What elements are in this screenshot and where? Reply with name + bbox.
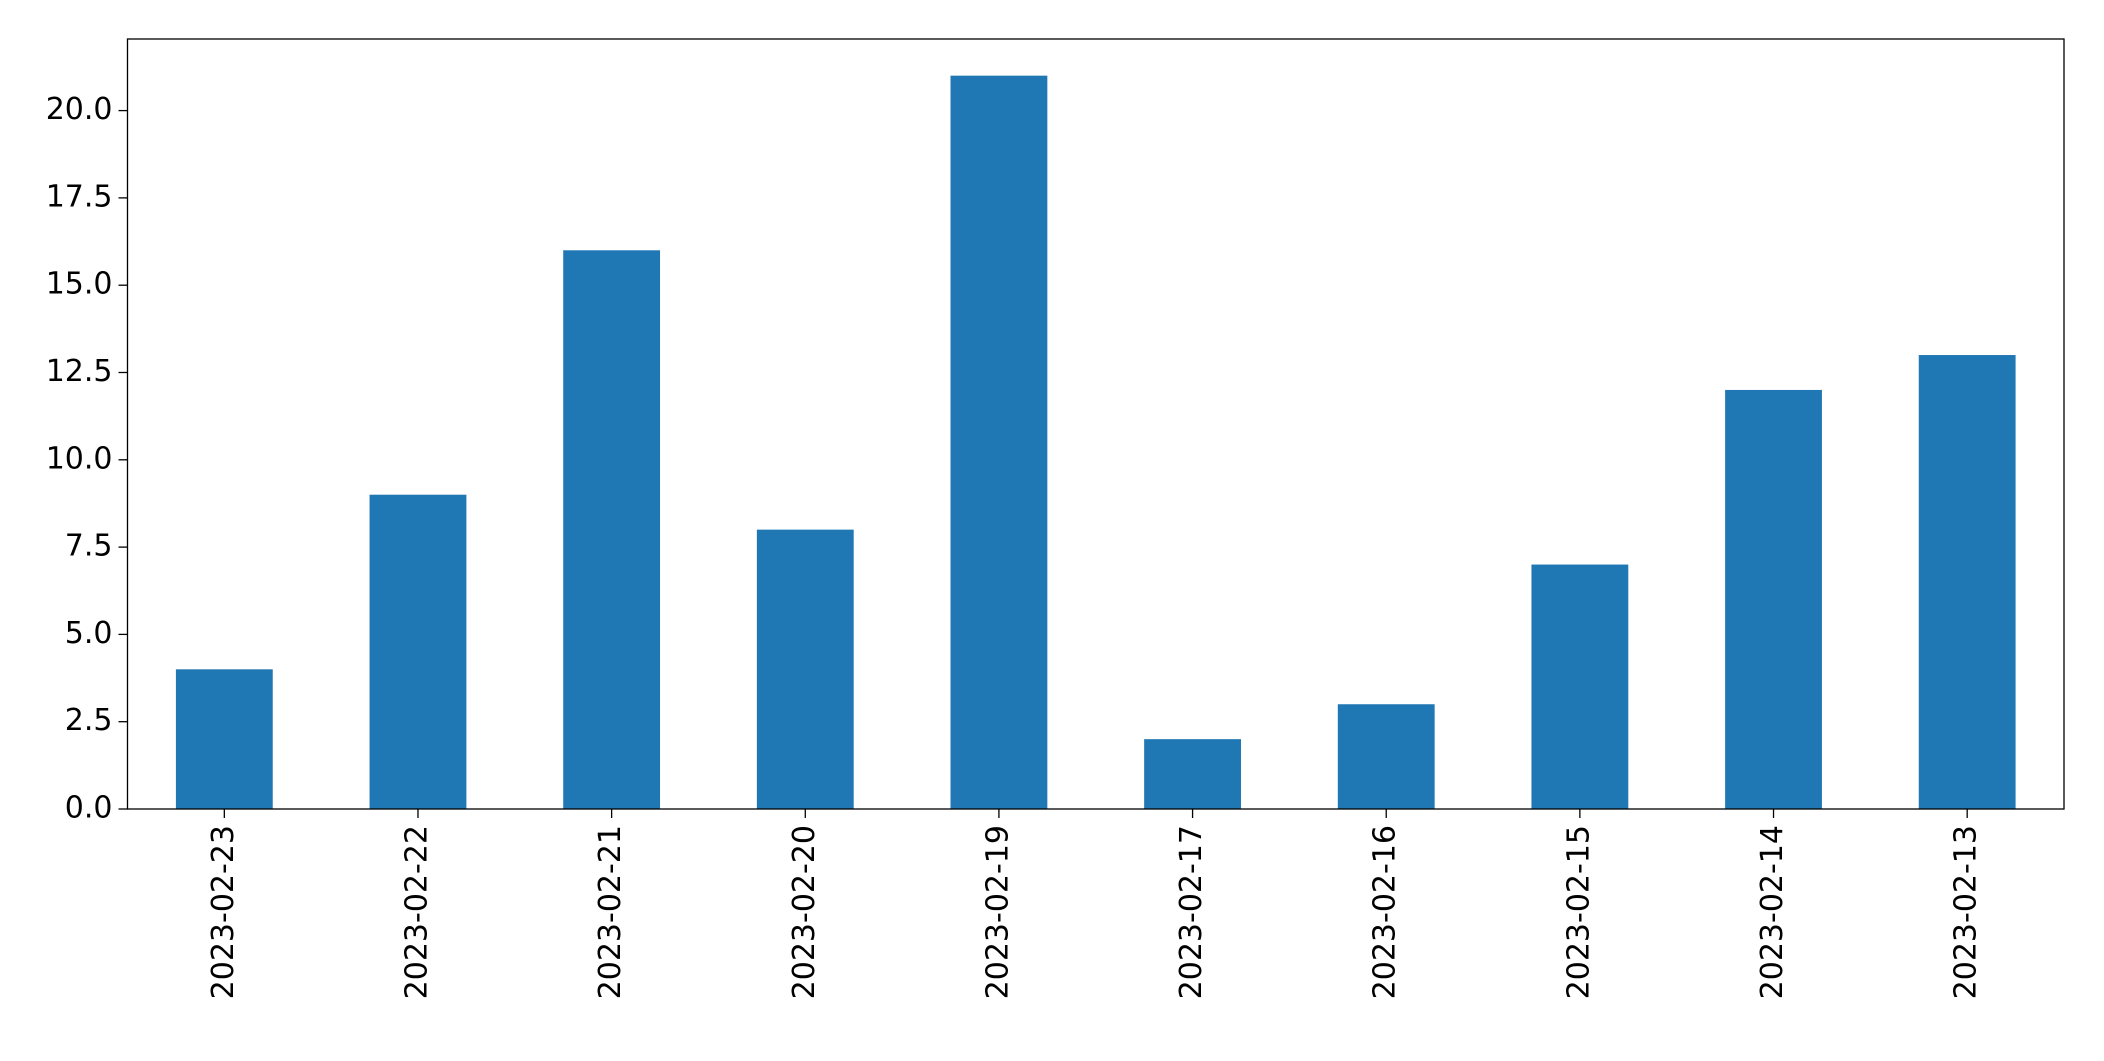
bar (756, 529, 854, 809)
x-tick-label: 2023-02-14 (1755, 825, 1790, 999)
x-tick-label: 2023-02-13 (1949, 825, 1984, 999)
x-tick-label: 2023-02-21 (593, 825, 628, 999)
x-tick-label: 2023-02-16 (1368, 825, 1403, 999)
bar (175, 669, 273, 809)
y-tick-label: 15.0 (46, 267, 113, 302)
bar (1531, 564, 1629, 809)
bar (1725, 389, 1822, 809)
x-tick-label: 2023-02-15 (1561, 825, 1596, 999)
bar (1918, 355, 2016, 809)
x-tick-label: 2023-02-17 (1174, 825, 1209, 999)
x-tick-label: 2023-02-22 (399, 825, 434, 999)
bar (950, 75, 1048, 809)
y-tick-label: 17.5 (46, 179, 113, 214)
bar (1337, 704, 1435, 809)
x-tick-label: 2023-02-20 (787, 825, 822, 999)
y-tick-label: 7.5 (65, 529, 113, 564)
bar (369, 494, 467, 809)
bar (563, 250, 661, 809)
y-tick-label: 20.0 (46, 92, 113, 127)
x-tick-label: 2023-02-19 (980, 825, 1015, 999)
y-tick-label: 10.0 (46, 441, 113, 476)
y-tick-label: 5.0 (65, 616, 113, 651)
bar (1144, 739, 1241, 809)
y-tick-label: 0.0 (65, 791, 113, 826)
y-tick-label: 12.5 (46, 354, 113, 389)
x-tick-label: 2023-02-23 (206, 825, 241, 999)
y-tick-label: 2.5 (65, 703, 113, 738)
plot-frame (126, 38, 2065, 810)
